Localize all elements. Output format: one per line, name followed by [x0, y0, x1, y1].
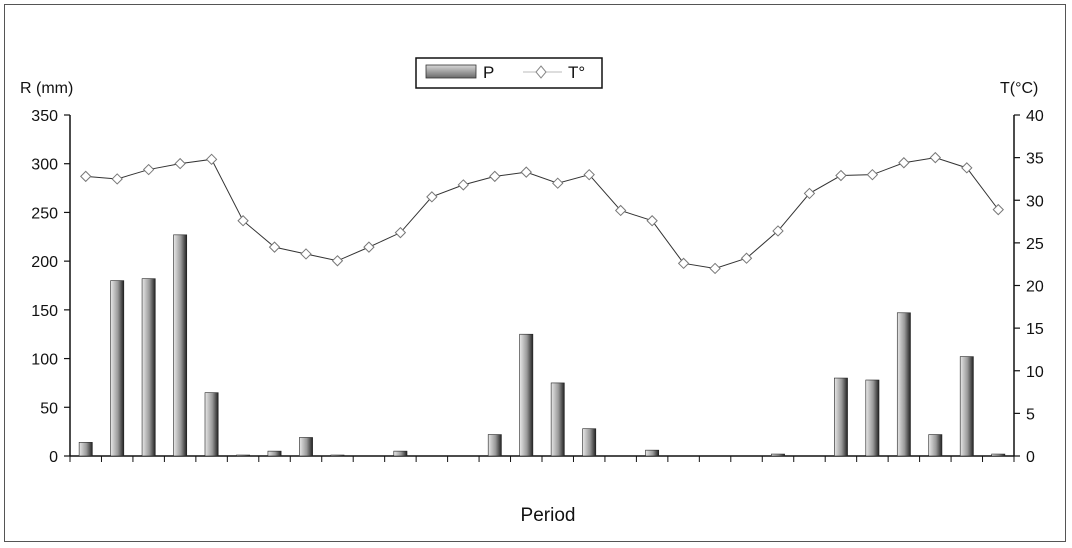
y2-tick-label: 0 — [1026, 449, 1035, 466]
temperature-point — [677, 257, 690, 270]
bar-p — [299, 437, 313, 457]
bar-p — [928, 434, 943, 457]
bar-p — [110, 280, 125, 457]
temperature-point — [583, 168, 595, 181]
bar-p — [519, 333, 534, 457]
y2-tick-label: 5 — [1026, 406, 1035, 423]
bar-p — [771, 453, 785, 457]
bar-p — [896, 312, 911, 457]
bar-p — [582, 428, 597, 457]
y2-tick-label: 20 — [1026, 279, 1044, 296]
temperature-point — [394, 226, 407, 239]
temperature-point — [111, 173, 123, 185]
temperature-point — [614, 204, 627, 217]
y-tick-label: 50 — [40, 400, 58, 417]
y-tick-label: 350 — [31, 108, 58, 125]
temperature-point — [363, 241, 375, 253]
axes: 0 50 100 150 200 250 300 350 0 5 10 15 20 25 30 35 40 — [31, 108, 1044, 466]
temperature-point — [646, 215, 658, 227]
y-tick-label: 0 — [49, 449, 58, 466]
y-axis-title: R (mm) — [20, 80, 73, 97]
temperature-point — [457, 179, 470, 191]
temperature-point — [331, 255, 344, 267]
temperature-point — [489, 170, 501, 183]
temperature-series — [80, 151, 1004, 275]
temperature-point — [426, 191, 438, 203]
temperature-point — [866, 168, 879, 181]
temperature-point — [237, 215, 249, 227]
temperature-line — [85, 157, 999, 269]
temperature-point — [142, 163, 155, 176]
y-tick-label: 100 — [31, 352, 58, 369]
y2-tick-label: 35 — [1026, 151, 1044, 168]
y-tick-label: 200 — [31, 254, 58, 271]
temperature-point — [709, 262, 721, 275]
temperature-point — [961, 162, 973, 174]
bar-p — [645, 449, 660, 457]
bar-p — [834, 377, 848, 457]
y-tick-label: 300 — [31, 157, 58, 174]
y-tick-label: 150 — [31, 303, 58, 320]
temperature-point — [205, 153, 218, 166]
bar-p — [204, 392, 219, 457]
temperature-point — [80, 170, 92, 183]
bar-p — [267, 450, 282, 457]
bar-p — [78, 442, 93, 457]
temperature-point — [835, 169, 847, 182]
temperature-point — [929, 151, 942, 164]
legend: P T° — [415, 57, 603, 89]
bar-p — [173, 234, 188, 457]
bar-p — [959, 356, 974, 457]
y2-tick-label: 40 — [1026, 108, 1044, 125]
y2-tick-label: 10 — [1026, 364, 1044, 381]
legend-diamond-marker — [535, 65, 547, 79]
bar-p — [865, 379, 880, 457]
bar-p — [141, 278, 156, 457]
legend-label-t: T° — [568, 63, 585, 82]
temperature-point — [552, 177, 564, 189]
temperature-point — [520, 166, 532, 178]
y2-tick-label: 30 — [1026, 193, 1044, 210]
bar-p — [330, 454, 345, 457]
bar-p — [393, 450, 408, 457]
temperature-point — [898, 157, 910, 169]
precipitation-bars — [78, 234, 1006, 457]
legend-label-p: P — [483, 63, 494, 82]
temperature-point — [268, 241, 281, 253]
y2-axis-title: T(°C) — [1000, 80, 1038, 97]
temperature-point — [174, 157, 186, 170]
temperature-point — [803, 187, 816, 200]
legend-bar-swatch — [425, 64, 477, 79]
x-axis-title: Period — [521, 505, 576, 526]
bar-p — [550, 382, 565, 457]
y-tick-label: 250 — [31, 205, 58, 222]
temperature-point — [300, 248, 312, 260]
bar-p — [991, 453, 1006, 457]
temperature-point — [992, 203, 1004, 216]
y2-tick-label: 25 — [1026, 236, 1044, 253]
bar-p — [487, 434, 502, 457]
y2-tick-label: 15 — [1026, 321, 1044, 338]
temperature-point — [740, 252, 753, 264]
bar-p — [236, 454, 250, 457]
temperature-point — [772, 225, 784, 237]
